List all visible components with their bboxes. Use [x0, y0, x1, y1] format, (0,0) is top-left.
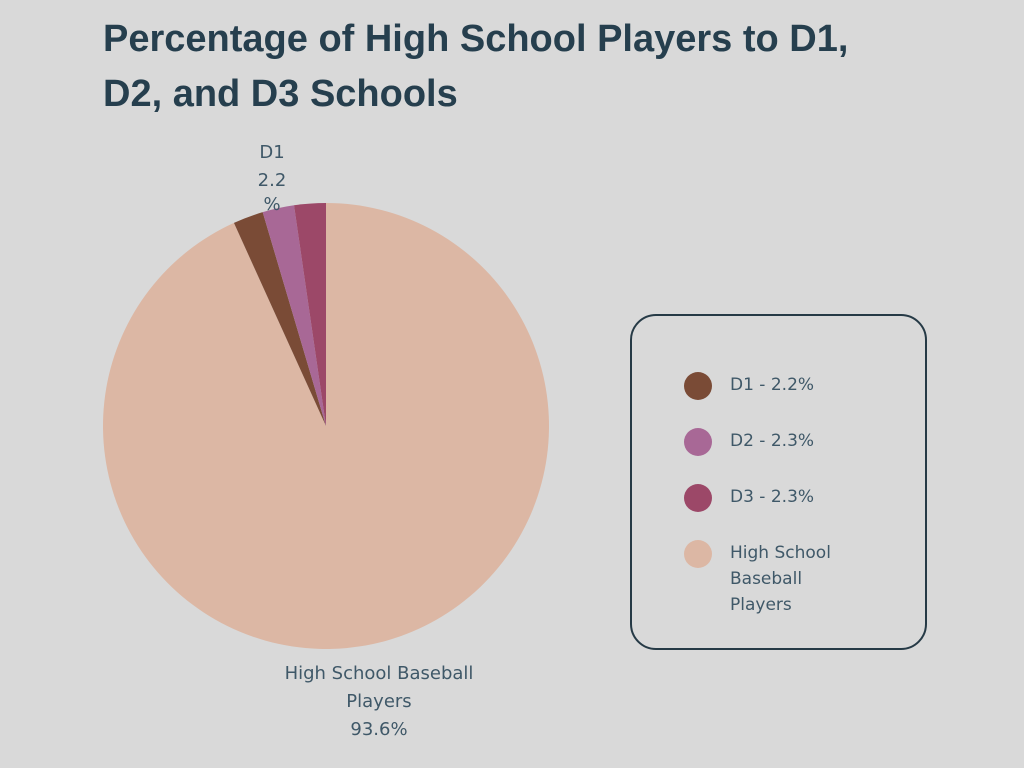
label-line: 93.6%	[350, 719, 408, 740]
legend: D1 - 2.2% D2 - 2.3% D3 - 2.3% High Schoo…	[630, 314, 927, 650]
label-line: D1	[259, 142, 285, 163]
legend-item-d1: D1 - 2.2%	[684, 372, 850, 400]
legend-label: D2 - 2.3%	[730, 431, 815, 451]
legend-label: D3 - 2.3%	[730, 487, 815, 507]
legend-item-high-school: High School Baseball Players	[684, 540, 840, 618]
legend-item-d2: D2 - 2.3%	[684, 428, 850, 456]
data-label-high-school: High School Baseball Players 93.6%	[259, 660, 499, 744]
legend-swatch	[684, 428, 712, 456]
label-line: 2.2	[257, 170, 287, 191]
pie-slice-d3	[294, 203, 326, 426]
pie-slice-d1	[233, 212, 326, 426]
legend-item-d3: D3 - 2.3%	[684, 484, 850, 512]
label-line: High School Baseball	[284, 663, 474, 684]
label-line: Players	[346, 691, 412, 712]
legend-swatch	[684, 540, 712, 568]
legend-label: D1 - 2.2%	[730, 375, 815, 395]
pie-slice-high-school-baseball-players	[103, 203, 550, 650]
label-line: %	[263, 194, 281, 215]
legend-swatch	[684, 372, 712, 400]
chart-title: Percentage of High School Players to D1,…	[103, 18, 849, 115]
legend-label: High School Baseball Players	[730, 543, 831, 615]
legend-swatch	[684, 484, 712, 512]
pie-slice-d2	[262, 205, 326, 426]
data-label-d1: D1 2.2 %	[232, 139, 312, 215]
